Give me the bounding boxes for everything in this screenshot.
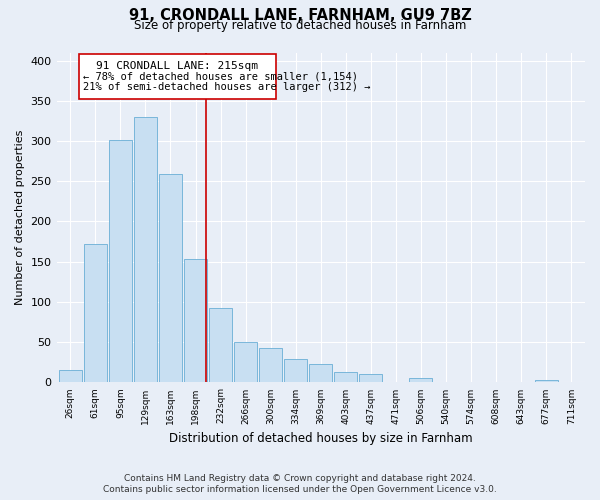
Bar (334, 372, 358, 382)
Bar (84, 244, 107, 382)
Y-axis label: Number of detached properties: Number of detached properties (15, 130, 25, 305)
Bar (284, 359, 307, 382)
Bar (159, 174, 182, 382)
Bar (109, 140, 132, 382)
Bar (209, 308, 232, 382)
Text: ← 78% of detached houses are smaller (1,154): ← 78% of detached houses are smaller (1,… (83, 72, 358, 82)
Bar (234, 342, 257, 382)
Bar (359, 374, 382, 382)
Text: 91 CRONDALL LANE: 215sqm: 91 CRONDALL LANE: 215sqm (97, 60, 259, 70)
Bar (59, 370, 82, 382)
Bar (409, 378, 433, 382)
Bar (184, 258, 207, 382)
FancyBboxPatch shape (79, 54, 275, 99)
Bar (309, 364, 332, 382)
Text: Size of property relative to detached houses in Farnham: Size of property relative to detached ho… (134, 19, 466, 32)
Bar (535, 380, 558, 382)
Text: 91, CRONDALL LANE, FARNHAM, GU9 7BZ: 91, CRONDALL LANE, FARNHAM, GU9 7BZ (128, 8, 472, 22)
Text: Contains HM Land Registry data © Crown copyright and database right 2024.
Contai: Contains HM Land Registry data © Crown c… (103, 474, 497, 494)
Text: 21% of semi-detached houses are larger (312) →: 21% of semi-detached houses are larger (… (83, 82, 370, 92)
Bar (259, 348, 282, 382)
Bar (134, 117, 157, 382)
X-axis label: Distribution of detached houses by size in Farnham: Distribution of detached houses by size … (169, 432, 473, 445)
